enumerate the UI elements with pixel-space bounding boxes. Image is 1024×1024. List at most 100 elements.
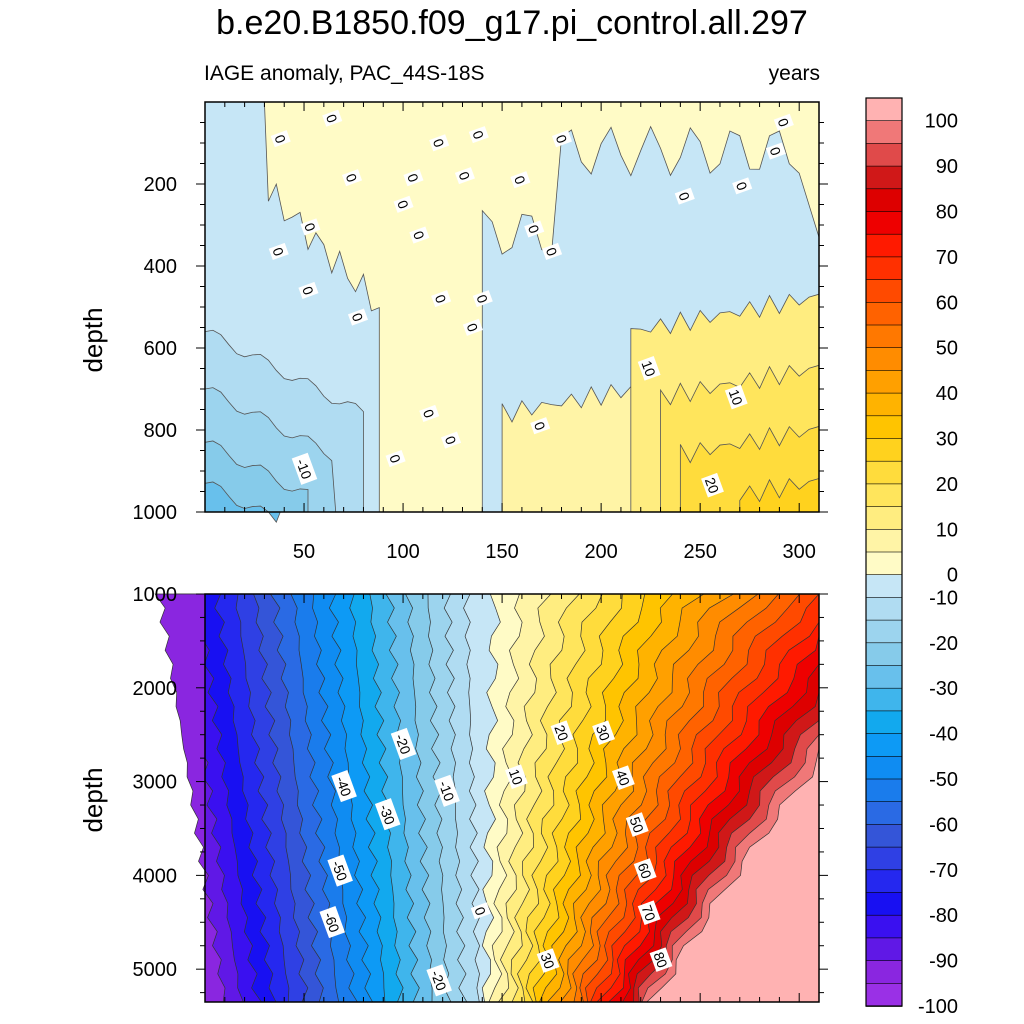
- contour-label: 0: [268, 242, 289, 261]
- contour-label-box: [510, 171, 531, 189]
- colorbar-box: [865, 233, 903, 258]
- y-tick-label: 2000: [133, 678, 178, 700]
- contour-label-box: [530, 417, 551, 435]
- colorbar-box: [865, 301, 903, 326]
- contour-label: -40: [331, 770, 357, 803]
- contour-label-text: 50: [627, 815, 647, 835]
- contour-label-text: 10: [726, 387, 746, 407]
- colorbar-box: [865, 960, 903, 985]
- colorbar-box: [865, 97, 903, 122]
- lower-y-axis-title: depth: [78, 767, 108, 832]
- colorbar-box: [865, 665, 903, 690]
- colorbar-label: -100: [918, 996, 958, 1018]
- contour-label-text: 10: [506, 767, 526, 787]
- colorbar-label: 20: [936, 474, 958, 496]
- contour-label: 0: [530, 417, 551, 435]
- y-tick-label: 4000: [133, 865, 178, 887]
- colorbar-label: -30: [929, 678, 958, 700]
- colorbar-box: [865, 551, 903, 576]
- contour-label: 0: [765, 142, 786, 160]
- colorbar-box: [865, 733, 903, 758]
- contour-label-text: 20: [551, 723, 571, 743]
- contour-label-box: [434, 774, 460, 807]
- colorbar-label: -50: [929, 769, 958, 791]
- y-tick-label: 600: [144, 338, 177, 360]
- contour-label: -30: [374, 798, 401, 831]
- contour-label: 0: [403, 169, 424, 187]
- colorbar-box: [865, 597, 903, 621]
- colorbar-label: 100: [925, 111, 958, 133]
- chart-title: b.e20.B1850.f09_g17.pi_control.all.297: [216, 4, 808, 42]
- contour-label-box: [270, 130, 291, 148]
- contour-label: 0: [409, 226, 430, 244]
- contour-label-text: -40: [333, 774, 355, 799]
- contour-label: 0: [542, 242, 563, 261]
- colorbar-box: [865, 392, 903, 417]
- upper-y-axis-title: depth: [78, 307, 108, 372]
- colorbar-box: [865, 778, 903, 803]
- contour-label: 0: [431, 290, 452, 308]
- contour-label-box: [341, 169, 363, 187]
- colorbar-box: [865, 869, 903, 894]
- x-tick-label: 100: [386, 541, 419, 563]
- colorbar-box: [865, 370, 903, 394]
- contour-label: 0: [551, 130, 573, 148]
- colorbar-label: 50: [936, 338, 958, 360]
- upper-panel-fills: [204, 101, 820, 523]
- colorbar-label: 60: [936, 292, 958, 314]
- contour-label-box: [701, 472, 724, 498]
- y-tick-label: 1000: [133, 502, 178, 524]
- contour-label: -20: [390, 727, 417, 760]
- colorbar-box: [865, 165, 903, 190]
- y-tick-label: 400: [144, 256, 177, 278]
- contour-label-box: [542, 242, 563, 261]
- contour-label: 30: [592, 720, 615, 745]
- contour-label: 0: [462, 318, 483, 336]
- contour-label: 50: [625, 812, 649, 837]
- contour-label-box: [472, 290, 493, 308]
- lower-panel-fills: [154, 593, 820, 1003]
- contour-label-box: [592, 720, 615, 745]
- x-tick-label: 50: [293, 541, 315, 563]
- upper-negative-band: [204, 440, 309, 513]
- contour-label-box: [611, 765, 635, 790]
- colorbar-label: -70: [929, 860, 958, 882]
- x-tick-label: 200: [584, 541, 617, 563]
- contour-label: 20: [550, 720, 574, 745]
- lower-panel-frame: [204, 593, 820, 1003]
- contour-label-text: -20: [392, 732, 414, 757]
- colorbar-box: [865, 415, 903, 440]
- colorbar-label: -90: [929, 951, 958, 973]
- contour-label: 0: [470, 902, 491, 920]
- contour-label-box: [409, 226, 430, 244]
- contour-label-box: [298, 281, 319, 299]
- colorbar-box: [865, 982, 903, 1007]
- contour-label: 10: [505, 764, 528, 790]
- contour-label-box: [470, 902, 491, 920]
- chart-subtitle: IAGE anomaly, PAC_44S-18S: [204, 62, 485, 85]
- colorbar-box: [865, 483, 903, 508]
- contour-label-box: [649, 947, 673, 972]
- contour-label: 0: [732, 177, 753, 195]
- colorbar-label: 40: [936, 383, 958, 405]
- contour-label: 70: [637, 900, 661, 926]
- contour-label-text: 40: [613, 768, 633, 788]
- contour-label: 0: [385, 449, 406, 468]
- contour-label: 0: [524, 220, 545, 238]
- units-label: years: [768, 62, 820, 85]
- colorbar-box: [865, 892, 903, 917]
- colorbar-label: 80: [936, 202, 958, 224]
- contour-label-box: [454, 167, 475, 185]
- colorbar-box: [865, 279, 903, 304]
- contour-label-text: 80: [650, 950, 670, 970]
- colorbar-label: -20: [929, 633, 958, 655]
- contour-label: 0: [393, 195, 414, 213]
- x-tick-label: 150: [485, 541, 518, 563]
- colorbar-box: [865, 256, 903, 281]
- contour-label: 20: [701, 472, 724, 498]
- contour-label: 0: [270, 130, 291, 148]
- contour-label: 0: [429, 134, 450, 152]
- colorbar-box: [865, 710, 903, 735]
